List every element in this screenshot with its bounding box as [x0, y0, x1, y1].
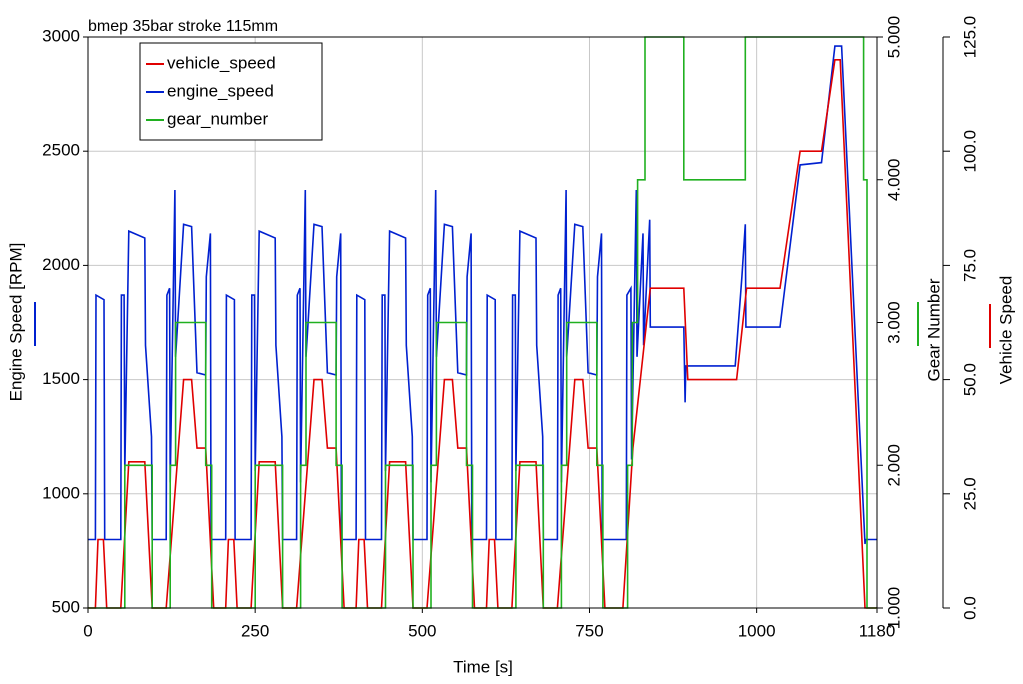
- y-tick-label: 3000: [42, 26, 80, 45]
- series-line: [88, 58, 877, 609]
- series-line: [88, 36, 877, 609]
- x-axis-label: Time [s]: [453, 657, 513, 676]
- x-tick-label: 750: [575, 621, 603, 640]
- plot-frame: [87, 36, 878, 609]
- y2-tick-label: 2.000: [884, 444, 903, 487]
- x-tick-label: 1000: [738, 621, 776, 640]
- y-tick-label: 2500: [42, 141, 80, 160]
- y2-tick-label: 1.000: [884, 587, 903, 630]
- y-axis-label: Engine Speed [RPM]: [6, 243, 25, 402]
- y-tick-label: 1000: [42, 483, 80, 502]
- y2-tick-label: 5.000: [884, 16, 903, 59]
- legend-box: [139, 42, 323, 141]
- x-tick-label: 0: [83, 621, 92, 640]
- y3-tick-label: 75.0: [960, 249, 979, 282]
- y2-axis-label: Gear Number: [924, 278, 943, 381]
- y3-tick-label: 0.0: [960, 596, 979, 620]
- y-tick-label: 500: [52, 597, 80, 616]
- y-tick-label: 1500: [42, 369, 80, 388]
- x-tick-label: 1180: [859, 621, 896, 640]
- y2-tick-label: 4.000: [884, 158, 903, 201]
- y3-tick-label: 50.0: [960, 363, 979, 396]
- y3-tick-label: 25.0: [960, 477, 979, 510]
- y3-tick-label: 125.0: [960, 16, 979, 59]
- x-tick-label: 250: [241, 621, 269, 640]
- legend-label: vehicle_speed: [167, 53, 276, 72]
- chart-title: bmep 35bar stroke 115mm: [88, 18, 278, 35]
- legend-label: gear_number: [167, 109, 268, 128]
- y3-tick-label: 100.0: [960, 130, 979, 173]
- x-tick-label: 500: [408, 621, 436, 640]
- y2-tick-label: 3.000: [884, 301, 903, 344]
- y-tick-label: 2000: [42, 255, 80, 274]
- legend-label: engine_speed: [167, 81, 274, 100]
- y3-axis-label: Vehicle Speed: [996, 276, 1015, 385]
